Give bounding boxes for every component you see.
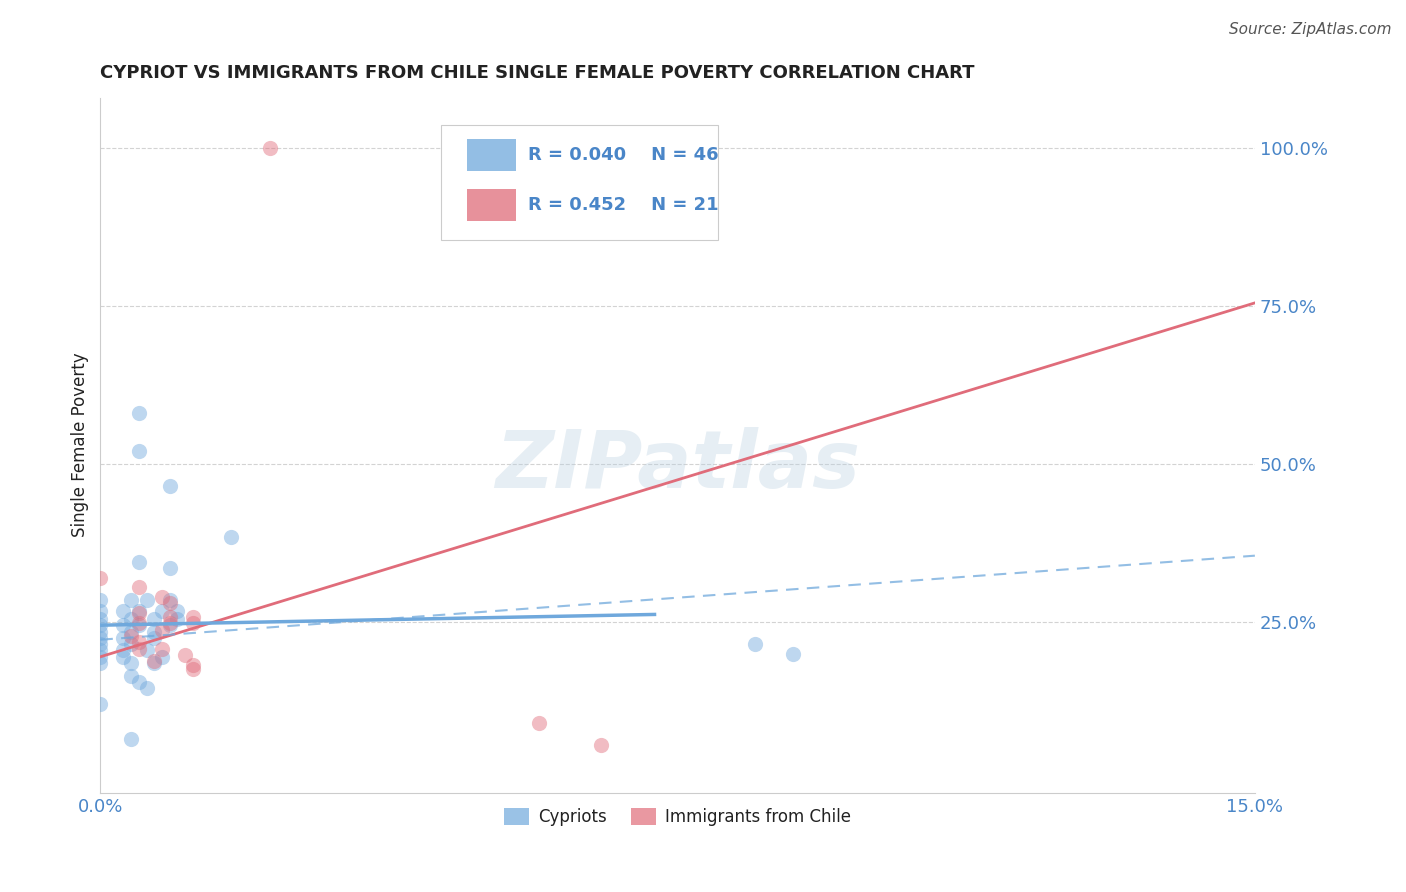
Point [128, 618, 150, 632]
FancyBboxPatch shape [467, 139, 516, 171]
Point [135, 681, 157, 696]
Point [259, 141, 281, 155]
Point [89, 593, 111, 607]
Point [219, 530, 242, 544]
Point [143, 654, 166, 668]
Point [128, 635, 150, 649]
Point [89, 643, 111, 657]
Point [143, 631, 166, 645]
Point [128, 675, 150, 690]
Point [181, 616, 204, 631]
Point [150, 649, 173, 664]
Point [89, 631, 111, 645]
Point [89, 618, 111, 632]
Point [159, 596, 181, 610]
Point [112, 643, 135, 657]
FancyBboxPatch shape [441, 125, 718, 240]
Point [143, 656, 166, 670]
Point [159, 610, 181, 624]
Point [120, 593, 142, 607]
Y-axis label: Single Female Poverty: Single Female Poverty [72, 352, 89, 537]
Point [112, 631, 135, 645]
Point [589, 738, 612, 752]
Point [174, 648, 197, 662]
Text: R = 0.040    N = 46: R = 0.040 N = 46 [527, 146, 718, 164]
Point [128, 641, 150, 656]
Point [120, 629, 142, 643]
Text: R = 0.452    N = 21: R = 0.452 N = 21 [527, 196, 718, 214]
Point [744, 637, 766, 651]
Point [120, 637, 142, 651]
Text: Source: ZipAtlas.com: Source: ZipAtlas.com [1229, 22, 1392, 37]
Point [112, 604, 135, 618]
Point [89, 624, 111, 639]
Point [159, 561, 181, 575]
Text: ZIPatlas: ZIPatlas [495, 427, 860, 505]
Point [128, 444, 150, 458]
Point [150, 590, 173, 604]
Point [112, 649, 135, 664]
Point [89, 637, 111, 651]
Point [120, 612, 142, 626]
Point [89, 697, 111, 711]
Point [150, 604, 173, 618]
Point [135, 643, 157, 657]
Point [128, 604, 150, 618]
Point [166, 612, 188, 626]
Point [159, 616, 181, 631]
Point [128, 580, 150, 594]
Point [150, 641, 173, 656]
Point [143, 624, 166, 639]
Point [128, 555, 150, 569]
Point [166, 604, 188, 618]
Point [128, 616, 150, 631]
Point [159, 618, 181, 632]
FancyBboxPatch shape [467, 189, 516, 221]
Point [89, 649, 111, 664]
Point [782, 647, 804, 661]
Legend: Cypriots, Immigrants from Chile: Cypriots, Immigrants from Chile [498, 802, 858, 833]
Point [89, 612, 111, 626]
Point [120, 669, 142, 683]
Point [89, 571, 111, 585]
Point [181, 662, 204, 676]
Point [128, 407, 150, 421]
Point [159, 479, 181, 493]
Point [89, 604, 111, 618]
Point [120, 731, 142, 746]
Point [135, 593, 157, 607]
Point [181, 610, 204, 624]
Point [120, 656, 142, 670]
Point [128, 606, 150, 620]
Point [181, 658, 204, 673]
Point [159, 593, 181, 607]
Point [150, 623, 173, 637]
Point [112, 618, 135, 632]
Point [120, 624, 142, 639]
Point [527, 716, 550, 731]
Point [143, 612, 166, 626]
Point [89, 656, 111, 670]
Text: CYPRIOT VS IMMIGRANTS FROM CHILE SINGLE FEMALE POVERTY CORRELATION CHART: CYPRIOT VS IMMIGRANTS FROM CHILE SINGLE … [100, 64, 974, 82]
